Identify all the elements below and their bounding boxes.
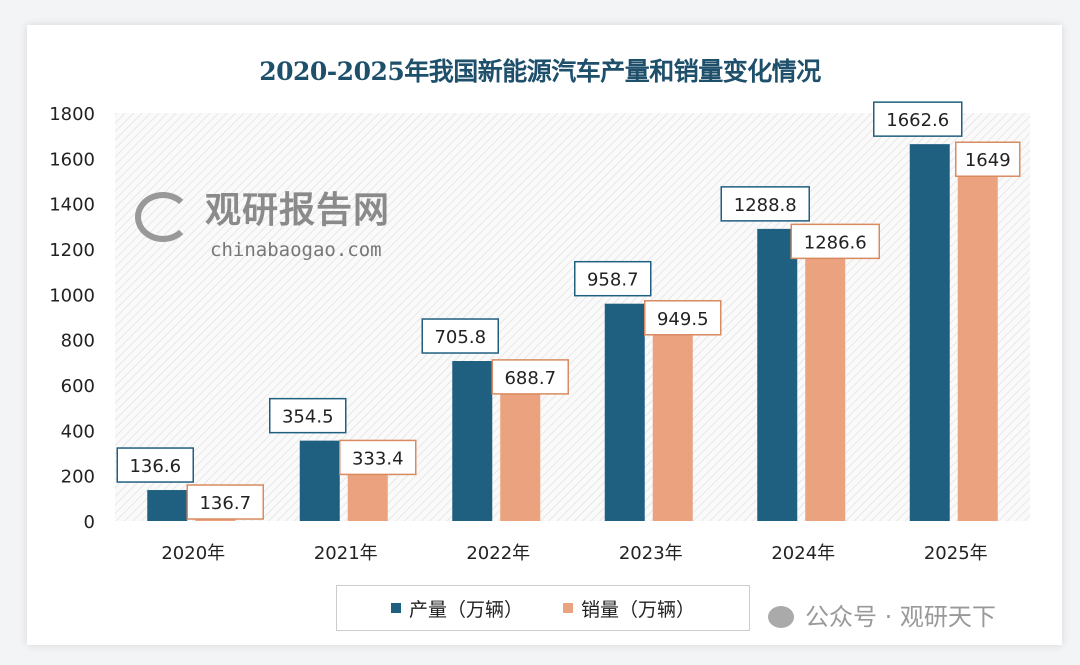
legend-swatch <box>390 603 401 613</box>
data-label: 1286.6 <box>804 232 867 253</box>
watermark-brand: 观研报告网 <box>205 190 391 231</box>
legend-swatch <box>563 603 573 613</box>
y-tick-label: 1200 <box>49 240 95 261</box>
y-tick-label: 200 <box>61 467 95 488</box>
bar <box>909 144 950 522</box>
data-label-box <box>955 141 1021 177</box>
y-tick-label: 1800 <box>49 104 95 125</box>
watermark-logo-icon <box>135 192 191 242</box>
x-tick-label: 2020年 <box>161 543 225 564</box>
data-label: 1288.8 <box>734 195 797 216</box>
bar <box>757 228 798 521</box>
legend-item-sales: 销量（万辆） <box>563 595 695 622</box>
y-tick-label: 1400 <box>49 195 95 216</box>
bar <box>452 361 493 521</box>
bar <box>957 147 998 521</box>
data-label: 949.5 <box>657 309 709 330</box>
data-label-box <box>339 439 417 476</box>
data-label: 136.6 <box>129 456 181 477</box>
data-label: 1662.6 <box>886 110 949 131</box>
data-label-box <box>644 300 722 336</box>
data-label-box <box>873 101 963 137</box>
data-label-box <box>790 223 880 260</box>
wechat-icon <box>768 606 794 628</box>
y-tick-label: 800 <box>61 331 95 352</box>
legend: 产量（万辆） 销量（万辆） <box>336 585 750 631</box>
y-tick-label: 600 <box>61 376 95 397</box>
bar <box>604 303 645 521</box>
legend-label: 销量（万辆） <box>581 598 696 621</box>
legend-item-production: 产量（万辆） <box>390 595 523 622</box>
bar <box>652 305 693 521</box>
x-tick-label: 2025年 <box>924 543 988 564</box>
plot-area <box>115 113 1030 521</box>
data-label-box <box>574 260 652 297</box>
y-tick-label: 1000 <box>49 285 95 306</box>
y-tick-label: 1600 <box>49 149 95 170</box>
data-label: 354.5 <box>282 407 334 428</box>
data-label: 136.7 <box>199 493 251 514</box>
data-label: 333.4 <box>352 448 404 469</box>
x-tick-label: 2021年 <box>314 543 378 564</box>
bar <box>299 440 340 521</box>
chart-title: 2020-2025年我国新能源汽车产量和销量变化情况 <box>259 57 821 86</box>
data-label: 1649 <box>965 150 1011 171</box>
watermark-account: 公众号 · 观研天下 <box>805 603 996 631</box>
bar <box>147 490 188 521</box>
data-label-box <box>491 359 569 395</box>
data-label-box <box>186 484 264 520</box>
data-label: 688.7 <box>504 368 556 389</box>
data-label: 958.7 <box>587 270 639 291</box>
y-tick-label: 400 <box>61 421 95 442</box>
x-tick-label: 2022年 <box>466 543 530 564</box>
data-label-box <box>269 397 347 434</box>
y-tick-label: 0 <box>84 512 95 533</box>
data-label-box <box>116 447 194 483</box>
legend-label: 产量（万辆） <box>408 598 523 621</box>
x-tick-label: 2024年 <box>771 543 835 564</box>
x-tick-label: 2023年 <box>619 543 683 564</box>
data-label: 705.8 <box>434 327 486 348</box>
bar <box>805 229 846 521</box>
data-label-box <box>720 186 810 222</box>
data-label-box <box>421 318 499 354</box>
watermark-site: chinabaogao.com <box>210 239 382 261</box>
